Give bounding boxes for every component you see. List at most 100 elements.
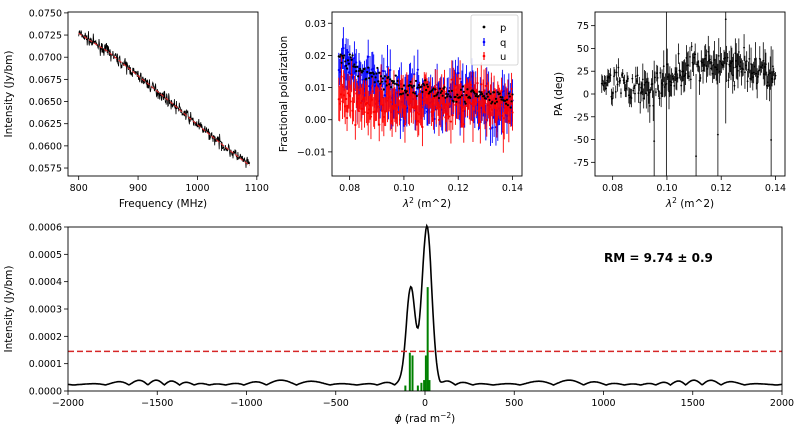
point-p xyxy=(450,89,453,92)
x-tick-label: 1000 xyxy=(591,398,615,409)
pa-point xyxy=(705,65,708,67)
pa-point xyxy=(675,71,677,73)
pa-point xyxy=(760,66,763,68)
point-p xyxy=(367,66,370,69)
panel-polarization-angle: 0.08 0.10 0.12 0.14 -75 -50 -25 0 25 50 75 λ2 (m^… xyxy=(553,11,786,210)
pa-point xyxy=(730,60,733,63)
pa-point xyxy=(658,97,661,100)
point-u xyxy=(443,90,446,93)
point-p xyxy=(416,86,419,89)
point-p xyxy=(475,93,478,96)
pa-point xyxy=(734,52,737,55)
panel2-yticks: −0.01 0.00 0.01 0.02 0.03 xyxy=(297,19,332,158)
point-u xyxy=(484,84,487,88)
y-tick-label: 0.0600 xyxy=(29,141,62,152)
pa-point xyxy=(718,70,721,73)
panel2-xticks: 0.08 0.10 0.12 0.14 xyxy=(339,176,523,194)
point-p xyxy=(351,54,354,57)
pa-point xyxy=(692,63,695,66)
pa-point xyxy=(641,90,643,93)
point-p xyxy=(489,92,492,95)
point-p xyxy=(343,54,346,57)
point-p xyxy=(424,79,427,82)
pa-point xyxy=(737,69,739,72)
pa-point xyxy=(655,91,657,93)
pa-point xyxy=(678,69,681,72)
point-q xyxy=(491,126,494,129)
y-tick-label: 0.0700 xyxy=(29,53,62,64)
pa-point xyxy=(687,64,690,67)
pa-point xyxy=(750,63,752,65)
panel-fractional-polarization: 0.08 0.10 0.12 0.14 −0.01 0.00 0.01 0.02 0.03 λ… xyxy=(278,11,523,210)
panel4-xlabel: ϕ (rad m−2) xyxy=(395,411,456,425)
point-u xyxy=(420,104,423,107)
y-tick-label: 0.0003 xyxy=(29,305,62,316)
point-p xyxy=(464,102,467,105)
point-p xyxy=(436,91,440,94)
pa-point xyxy=(707,50,710,53)
point-u xyxy=(470,83,473,86)
y-tick-label: −0.01 xyxy=(297,147,326,158)
point-p xyxy=(354,65,357,69)
point-u xyxy=(390,101,393,104)
point-u xyxy=(480,83,483,86)
pa-point xyxy=(749,77,752,80)
pa-point xyxy=(629,95,632,98)
frequency-spectrum-line xyxy=(78,30,251,168)
pa-point xyxy=(666,63,669,66)
point-p xyxy=(441,94,444,97)
point-p xyxy=(495,100,498,103)
pa-point xyxy=(680,84,683,87)
pa-point xyxy=(699,77,702,79)
point-p xyxy=(346,59,350,62)
pa-point xyxy=(769,72,772,74)
point-p xyxy=(383,75,386,78)
legend-label-q: q xyxy=(500,38,506,49)
pa-point xyxy=(684,72,687,75)
panel1-ylabel: Intensity (Jy/bm) xyxy=(3,51,15,138)
pa-point xyxy=(774,74,777,77)
pa-point xyxy=(737,51,740,53)
point-u xyxy=(447,115,451,118)
point-p xyxy=(446,95,449,98)
y-tick-label: 0.0004 xyxy=(29,277,62,288)
y-tick-label: 0.0750 xyxy=(29,8,62,19)
point-p xyxy=(465,94,468,97)
panel3-yticks: -75 -50 -25 0 25 50 75 xyxy=(573,21,595,169)
pa-point xyxy=(747,68,750,71)
point-p xyxy=(339,53,342,56)
point-p xyxy=(449,96,453,99)
pa-point xyxy=(752,71,755,74)
pa-point xyxy=(742,68,745,71)
pa-point xyxy=(621,72,624,75)
panel2-ylabel: Fractional polarization xyxy=(278,36,290,152)
x-tick-label: 1000 xyxy=(185,183,209,194)
point-p xyxy=(496,91,499,94)
point-u xyxy=(500,89,503,92)
point-p xyxy=(402,84,406,87)
pa-point xyxy=(623,81,626,84)
point-u xyxy=(462,123,465,126)
pa-point xyxy=(720,62,723,64)
pa-point xyxy=(726,56,729,59)
point-p xyxy=(482,95,486,98)
point-p xyxy=(504,102,508,105)
x-tick-label: −500 xyxy=(323,398,349,409)
pa-point xyxy=(713,59,716,61)
pa-point xyxy=(617,66,620,69)
point-u xyxy=(476,82,479,85)
x-tick-label: 1500 xyxy=(681,398,705,409)
point-q xyxy=(355,61,358,64)
x-tick-label: 0.14 xyxy=(765,183,786,194)
y-tick-label: 0.0650 xyxy=(29,97,62,108)
point-q xyxy=(367,55,370,58)
point-u xyxy=(345,116,349,120)
point-p xyxy=(459,95,462,99)
pa-point xyxy=(703,57,706,60)
pa-point xyxy=(758,69,760,72)
point-u xyxy=(349,100,352,103)
point-p xyxy=(425,83,429,86)
point-p xyxy=(486,95,489,98)
pa-point xyxy=(615,71,618,74)
panel3-xticks: 0.08 0.10 0.12 0.14 xyxy=(602,176,786,194)
